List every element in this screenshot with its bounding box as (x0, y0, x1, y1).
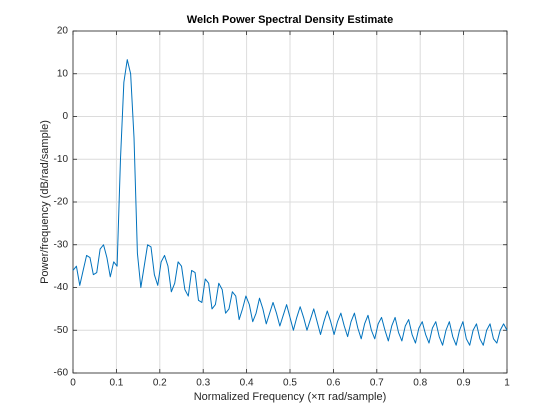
chart-title: Welch Power Spectral Density Estimate (187, 14, 393, 26)
x-tick-label: 0.5 (283, 378, 297, 389)
y-tick-label: -30 (54, 239, 69, 250)
y-axis-label: Power/frequency (dB/rad/sample) (39, 120, 51, 284)
data-line (72, 59, 508, 346)
x-tick-label: 1 (504, 378, 510, 389)
y-tick-label: 20 (57, 26, 69, 37)
y-tick-label: -20 (54, 197, 69, 208)
axes-box (72, 30, 508, 374)
x-tick-label: 0.2 (153, 378, 167, 389)
y-tick-label: -10 (54, 154, 69, 165)
x-tick-label: 0.4 (240, 378, 254, 389)
x-tick-label: 0.6 (326, 378, 340, 389)
x-tick-label: 0.9 (457, 378, 471, 389)
y-tick-label: 0 (62, 111, 68, 122)
x-tick-label: 0.1 (109, 378, 123, 389)
y-tick-label: -60 (54, 368, 69, 379)
x-axis-label: Normalized Frequency (×π rad/sample) (194, 391, 387, 403)
x-tick-label: 0.3 (196, 378, 210, 389)
y-tick-label: 10 (57, 68, 69, 79)
y-tick-label: -50 (54, 325, 69, 336)
x-tick-label: 0.8 (413, 378, 427, 389)
x-tick-label: 0.7 (370, 378, 384, 389)
x-tick-label: 0 (70, 378, 76, 389)
y-tick-label: -40 (54, 282, 69, 293)
